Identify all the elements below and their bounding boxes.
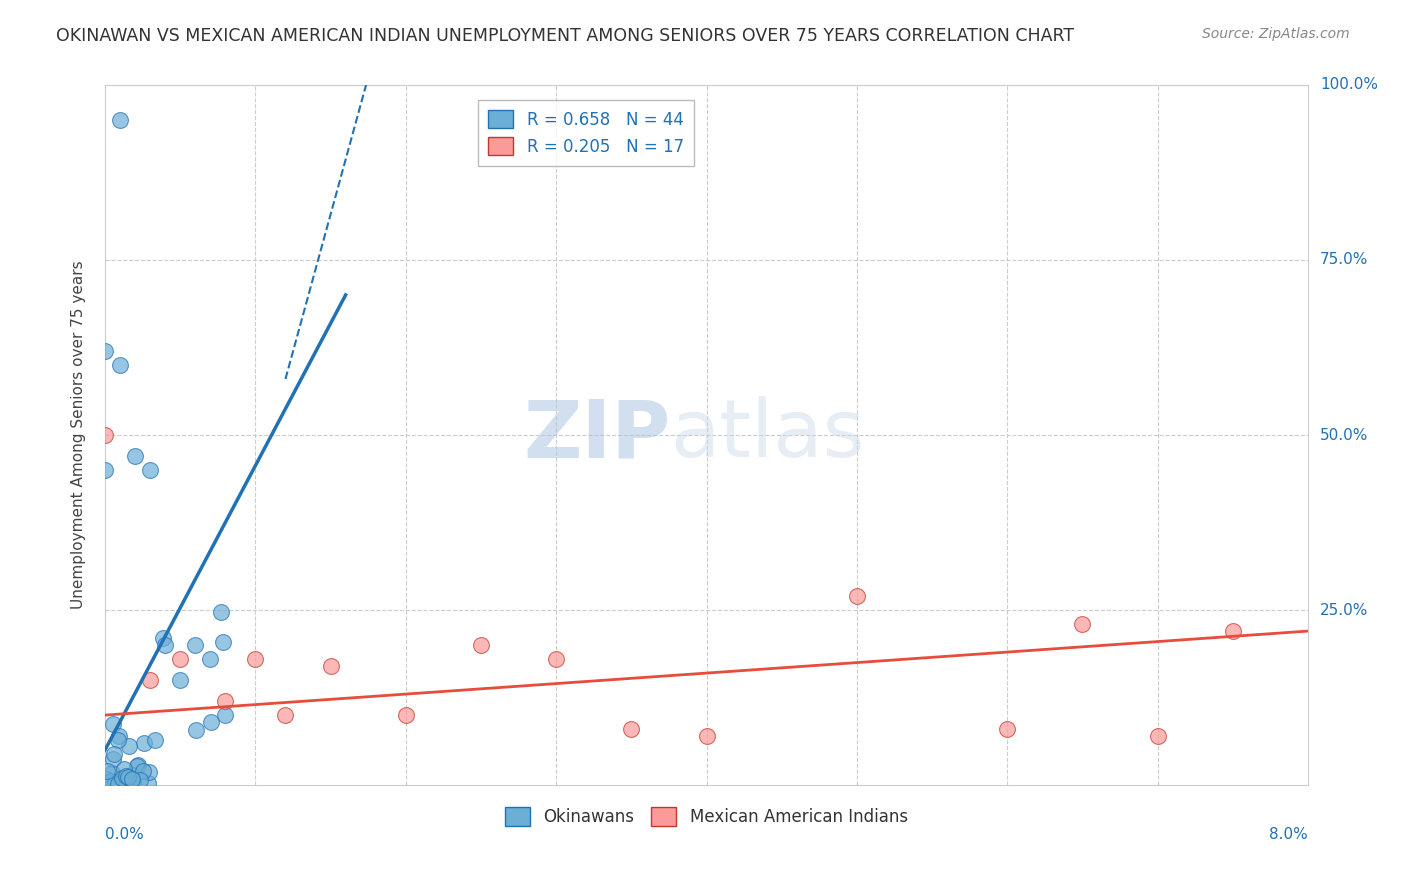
Point	[129, 772, 152, 787]
Point	[274, 708, 297, 723]
Point	[107, 777, 129, 791]
Text: 75.0%: 75.0%	[1320, 252, 1368, 268]
Point	[245, 652, 267, 666]
Point	[153, 638, 176, 652]
Point	[103, 752, 125, 766]
Point	[395, 708, 418, 723]
Point	[108, 112, 131, 127]
Point	[94, 344, 117, 359]
Text: Source: ZipAtlas.com: Source: ZipAtlas.com	[1202, 27, 1350, 41]
Text: 0.0%: 0.0%	[105, 827, 143, 842]
Point	[1146, 729, 1168, 743]
Point	[131, 764, 153, 779]
Text: ZIP: ZIP	[523, 396, 671, 474]
Point	[101, 776, 124, 790]
Point	[94, 428, 117, 442]
Point	[1222, 624, 1244, 638]
Point	[211, 605, 233, 619]
Point	[214, 694, 236, 708]
Point	[94, 463, 117, 477]
Point	[184, 723, 207, 738]
Point	[107, 733, 129, 747]
Point	[96, 764, 118, 779]
Point	[470, 638, 492, 652]
Point	[696, 729, 718, 743]
Point	[995, 722, 1018, 736]
Point	[114, 762, 136, 776]
Point	[319, 659, 342, 673]
Point	[169, 673, 191, 687]
Point	[124, 449, 146, 463]
Text: 25.0%: 25.0%	[1320, 603, 1368, 617]
Point	[139, 673, 162, 687]
Legend: Okinawans, Mexican American Indians: Okinawans, Mexican American Indians	[499, 801, 914, 833]
Point	[1071, 617, 1094, 632]
Point	[132, 736, 155, 750]
Point	[97, 777, 120, 791]
Point	[103, 717, 125, 731]
Point	[121, 776, 143, 790]
Point	[103, 747, 125, 762]
Point	[143, 732, 166, 747]
Point	[211, 635, 233, 649]
Point	[110, 771, 132, 785]
Point	[138, 765, 160, 780]
Point	[136, 776, 159, 790]
Point	[118, 739, 141, 753]
Point	[101, 766, 124, 780]
Point	[114, 770, 136, 784]
Point	[169, 652, 191, 666]
Point	[121, 772, 143, 787]
Y-axis label: Unemployment Among Seniors over 75 years: Unemployment Among Seniors over 75 years	[72, 260, 86, 609]
Point	[111, 772, 134, 786]
Text: atlas: atlas	[671, 396, 865, 474]
Point	[121, 768, 143, 782]
Point	[184, 638, 207, 652]
Point	[121, 772, 143, 787]
Point	[200, 715, 222, 730]
Point	[152, 631, 174, 645]
Text: OKINAWAN VS MEXICAN AMERICAN INDIAN UNEMPLOYMENT AMONG SENIORS OVER 75 YEARS COR: OKINAWAN VS MEXICAN AMERICAN INDIAN UNEM…	[56, 27, 1074, 45]
Point	[100, 774, 122, 789]
Text: 100.0%: 100.0%	[1320, 78, 1378, 93]
Point	[214, 708, 236, 723]
Point	[200, 652, 222, 666]
Point	[845, 589, 868, 603]
Point	[620, 722, 643, 736]
Text: 50.0%: 50.0%	[1320, 427, 1368, 442]
Point	[107, 729, 129, 743]
Point	[108, 358, 131, 372]
Point	[125, 759, 148, 773]
Point	[139, 463, 162, 477]
Text: 8.0%: 8.0%	[1270, 827, 1308, 842]
Point	[127, 758, 149, 772]
Point	[94, 772, 117, 786]
Point	[546, 652, 568, 666]
Point	[117, 771, 139, 785]
Point	[103, 774, 125, 789]
